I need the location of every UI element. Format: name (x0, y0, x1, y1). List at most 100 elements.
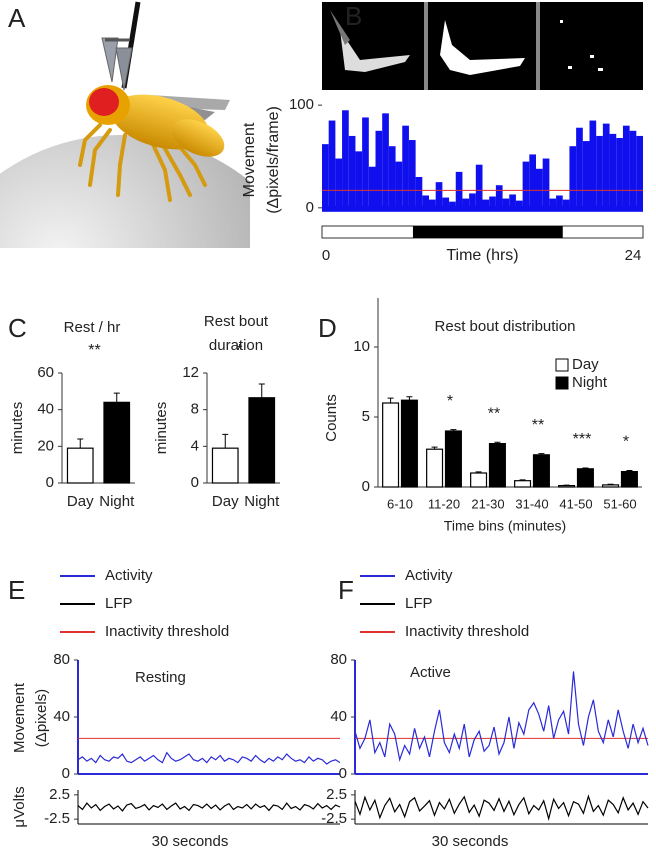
significance: ** (488, 405, 500, 422)
y-tick-label: 40 (53, 708, 70, 725)
activity-bar (322, 144, 329, 208)
bar (514, 480, 532, 488)
significance: ** (88, 342, 100, 359)
bar (103, 401, 131, 484)
activity-bar (462, 198, 470, 208)
activity-bar (602, 123, 610, 208)
y-tick-label: 2.5 (326, 786, 347, 803)
activity-bar (348, 135, 356, 208)
lfp-line (77, 802, 341, 812)
x-tick-label: 6-10 (387, 496, 413, 511)
x-axis-label: Time bins (minutes) (444, 518, 566, 534)
activity-bar (375, 130, 383, 208)
activity-bar (388, 146, 396, 208)
panel-label: B (345, 1, 362, 31)
annotation: Active (410, 664, 451, 681)
error-bar (582, 467, 589, 469)
bar (66, 447, 94, 484)
significance: * (623, 434, 629, 451)
x-tick-label: Night (99, 493, 135, 510)
activity-bar (616, 137, 623, 208)
activity-bar (515, 200, 523, 208)
activity-bar (395, 161, 403, 208)
legend-label: LFP (405, 595, 433, 612)
activity-bar (442, 197, 450, 208)
activity-bar (576, 127, 583, 208)
chart-title: Rest / hr (64, 319, 121, 336)
activity-bar (402, 125, 409, 208)
y-tick-label: 0 (191, 474, 199, 491)
legend-label: Inactivity threshold (105, 623, 229, 640)
y-tick-label: 40 (37, 401, 54, 418)
legend-label: Night (572, 374, 608, 391)
y-tick-label: -2.5 (44, 810, 70, 827)
y-axis-label: Movement (11, 682, 28, 753)
x-tick-label: 51-60 (603, 496, 636, 511)
y-tick-label: 60 (37, 364, 54, 381)
error-bar (475, 471, 482, 473)
chart-title: Rest bout (204, 313, 269, 330)
panel-label: A (8, 3, 26, 33)
bar (488, 443, 506, 488)
significance: * (447, 393, 453, 410)
activity-bar (368, 166, 376, 208)
y-axis-label: (Δpixels/frame) (265, 106, 282, 214)
frame-thumbnails (322, 2, 643, 90)
night-bar (412, 226, 563, 238)
activity-bar (529, 154, 536, 208)
significance: ** (532, 417, 544, 434)
x-tick-label: 21-30 (471, 496, 504, 511)
error-bar (538, 453, 545, 455)
activity-bar (636, 135, 643, 208)
error-bar (258, 383, 265, 398)
y-axis-label: minutes (153, 402, 170, 455)
y-axis-label: minutes (9, 402, 26, 455)
x-tick-label: 41-50 (559, 496, 592, 511)
activity-line (354, 671, 649, 763)
bar (620, 471, 638, 488)
y-tick-label: 0 (46, 474, 54, 491)
panel-label: C (8, 313, 27, 343)
activity-bar (582, 141, 590, 208)
activity-bar (629, 130, 637, 208)
y-tick-label: 20 (37, 437, 54, 454)
bar (248, 397, 276, 484)
y2-axis-label: μVolts (11, 786, 28, 827)
activity-bar (435, 182, 443, 208)
y-tick-label: 0 (339, 765, 347, 782)
activity-bar (335, 158, 343, 208)
activity-bar (455, 171, 463, 208)
activity-bar (422, 195, 429, 208)
activity-bar (522, 161, 530, 208)
legend-swatch (555, 358, 569, 372)
activity-bar (328, 120, 336, 208)
activity-line (77, 751, 341, 765)
activity-bar (382, 113, 389, 208)
x-axis-label: 30 seconds (152, 833, 229, 850)
activity-bar (589, 120, 597, 208)
activity-bar (609, 133, 617, 208)
y-tick-label: 40 (330, 708, 347, 725)
activity-bar (482, 199, 490, 208)
y-tick-label: 0 (362, 478, 370, 495)
panel-label: F (338, 575, 354, 605)
error-bar (494, 441, 501, 444)
x-tick-label: Night (244, 493, 280, 510)
x-tick-label: Day (67, 493, 94, 510)
error-bar (626, 469, 633, 472)
y-tick-label: 0 (62, 765, 70, 782)
activity-bar (342, 110, 349, 208)
bar (400, 399, 418, 488)
bar (470, 472, 488, 488)
y-axis-label: Counts (323, 394, 340, 442)
activity-bar (569, 146, 577, 208)
error-bar (607, 483, 614, 485)
y-tick-label: 80 (330, 651, 347, 668)
activity-bar (429, 199, 436, 208)
activity-bar (362, 117, 369, 208)
y-tick-label: 12 (182, 364, 199, 381)
activity-bar (449, 201, 456, 208)
activity-bar (536, 168, 543, 208)
annotation: Resting (135, 669, 186, 686)
y-tick-label: -2.5 (321, 810, 347, 827)
